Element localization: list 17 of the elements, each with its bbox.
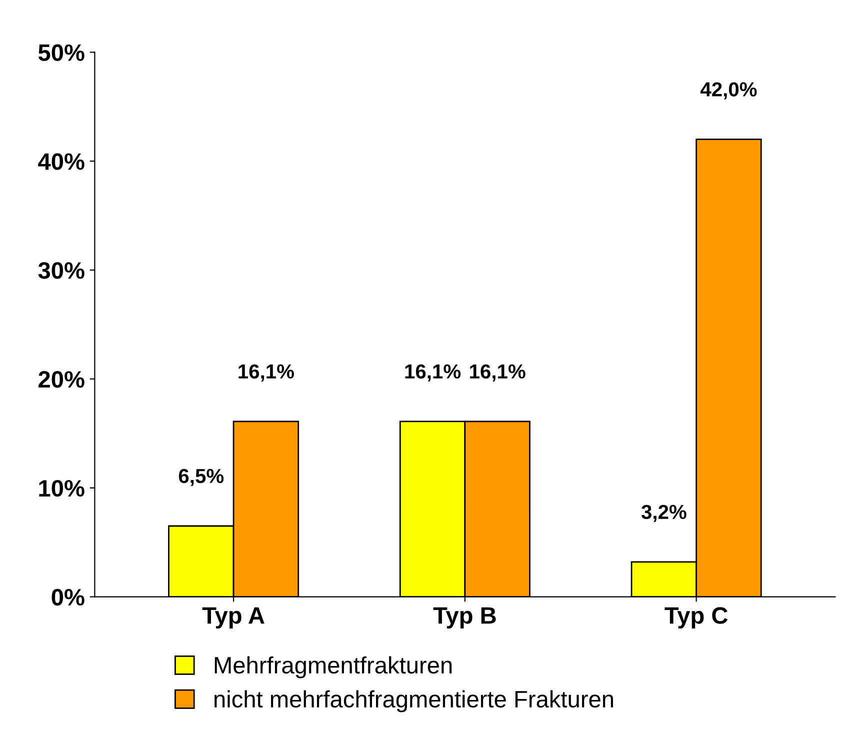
x-tick-label: Typ B	[433, 607, 496, 629]
legend-label: nicht mehrfachfragmentierte Frakturen	[214, 690, 614, 712]
y-tick-label: 20%	[38, 371, 84, 388]
x-tick-label: Typ A	[202, 607, 264, 629]
legend-label: Mehrfragmentfrakturen	[214, 656, 452, 678]
y-tick-label: 10%	[39, 480, 84, 497]
data-label: 16,1%	[470, 364, 526, 382]
y-tick-label: 0%	[52, 588, 84, 606]
data-label: 6,5%	[178, 468, 224, 486]
data-label: 16,1%	[405, 364, 461, 382]
y-tick-label: 50%	[38, 44, 84, 62]
data-label: 3,2%	[641, 504, 686, 522]
y-tick-label: 30%	[38, 262, 84, 279]
x-tick-label: Typ C	[664, 607, 728, 629]
data-label: 42,0%	[700, 82, 757, 100]
y-tick-label: 40%	[38, 153, 84, 170]
data-label: 16,1%	[238, 364, 294, 382]
